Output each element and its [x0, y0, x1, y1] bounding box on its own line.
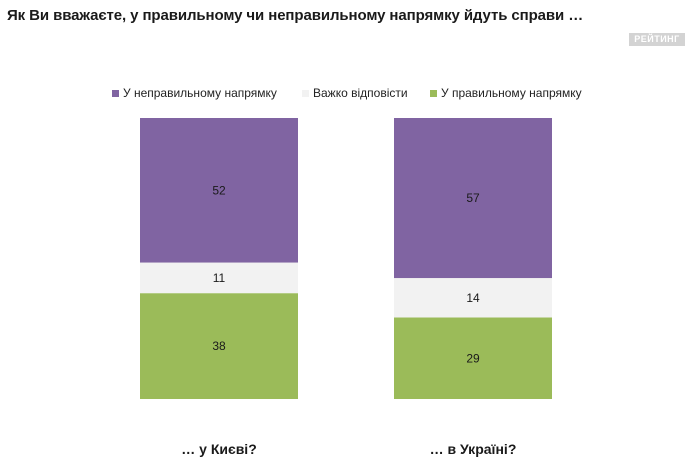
bar-segment-1-0 [394, 118, 552, 279]
bar-segment-0-0 [140, 118, 298, 263]
data-label-0-1: 11 [213, 271, 226, 285]
chart-title: Як Ви вважаєте, у правильному чи неправи… [7, 7, 584, 24]
bar-segment-1-2 [394, 317, 552, 399]
legend-label-0: У неправильному напрямку [123, 86, 277, 100]
data-label-1-1: 14 [466, 291, 480, 305]
brand-logo: РЕЙТИНГ [629, 33, 685, 46]
data-label-1-2: 29 [466, 351, 480, 365]
data-label-0-0: 52 [212, 183, 226, 197]
data-label-0-2: 38 [212, 339, 226, 353]
category-label-0: … у Києві? [181, 441, 257, 457]
legend-label-2: У правильному напрямку [441, 86, 582, 100]
legend-swatch-0 [112, 90, 119, 97]
legend-swatch-1 [302, 90, 309, 97]
legend-label-1: Важко відповісти [313, 86, 408, 100]
legend-swatch-2 [430, 90, 437, 97]
bar-segment-0-2 [140, 293, 298, 399]
bar-segment-1-1 [394, 278, 552, 318]
bar-segment-0-1 [140, 262, 298, 294]
data-label-1-0: 57 [466, 191, 480, 205]
category-label-1: … в Україні? [430, 441, 517, 457]
